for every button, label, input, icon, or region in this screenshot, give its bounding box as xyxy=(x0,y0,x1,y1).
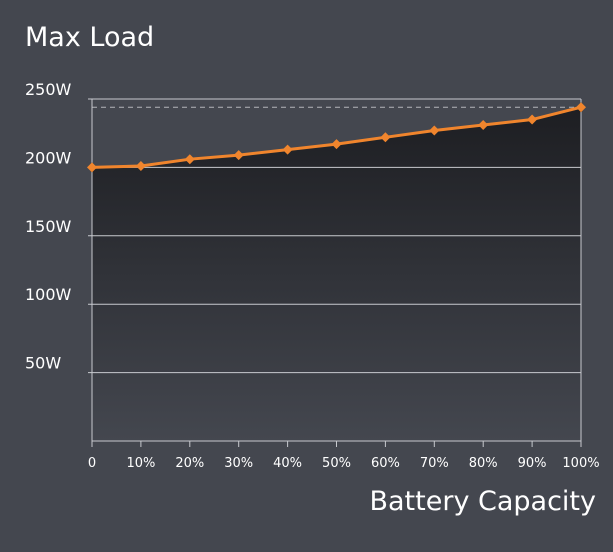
data-point-marker xyxy=(87,162,97,173)
x-tick-label: 70% xyxy=(420,456,449,471)
x-tick-label: 100% xyxy=(562,456,599,471)
data-point-marker xyxy=(233,150,244,161)
data-point-marker xyxy=(478,119,489,130)
series-line-layer xyxy=(87,102,586,173)
data-point-marker xyxy=(380,132,391,143)
x-tick-label: 50% xyxy=(322,456,351,471)
axis-layer xyxy=(91,99,582,447)
x-tick-label: 80% xyxy=(469,456,498,471)
area-fill-layer xyxy=(92,107,581,441)
tick-label-layer: 50W 100W 150W 200W 250W 0 10% 20% 30% 40% 50% 60% 70… xyxy=(25,80,600,471)
chart-title: Max Load xyxy=(25,22,155,53)
x-axis-title: Battery Capacity xyxy=(369,486,596,517)
y-tick-label: 100W xyxy=(25,285,72,304)
x-tick-label: 10% xyxy=(126,456,155,471)
y-tick-label: 200W xyxy=(25,148,72,167)
x-tick-label: 40% xyxy=(273,456,302,471)
data-point-marker xyxy=(184,154,195,165)
y-tick-label: 250W xyxy=(25,80,72,99)
data-point-marker xyxy=(331,139,342,150)
data-point-marker xyxy=(135,161,146,172)
data-point-marker xyxy=(527,114,538,125)
data-point-marker xyxy=(282,144,293,155)
data-point-marker xyxy=(576,102,586,113)
data-point-marker xyxy=(429,125,440,136)
x-tick-label: 90% xyxy=(518,456,547,471)
x-tick-label: 60% xyxy=(371,456,400,471)
y-tick-label: 50W xyxy=(25,354,61,373)
y-tick-label: 150W xyxy=(25,217,72,236)
x-tick-label: 20% xyxy=(175,456,204,471)
x-tick-label: 30% xyxy=(224,456,253,471)
grid-layer xyxy=(88,98,581,374)
area-fill xyxy=(92,107,581,441)
x-tick-label: 0 xyxy=(88,456,96,471)
